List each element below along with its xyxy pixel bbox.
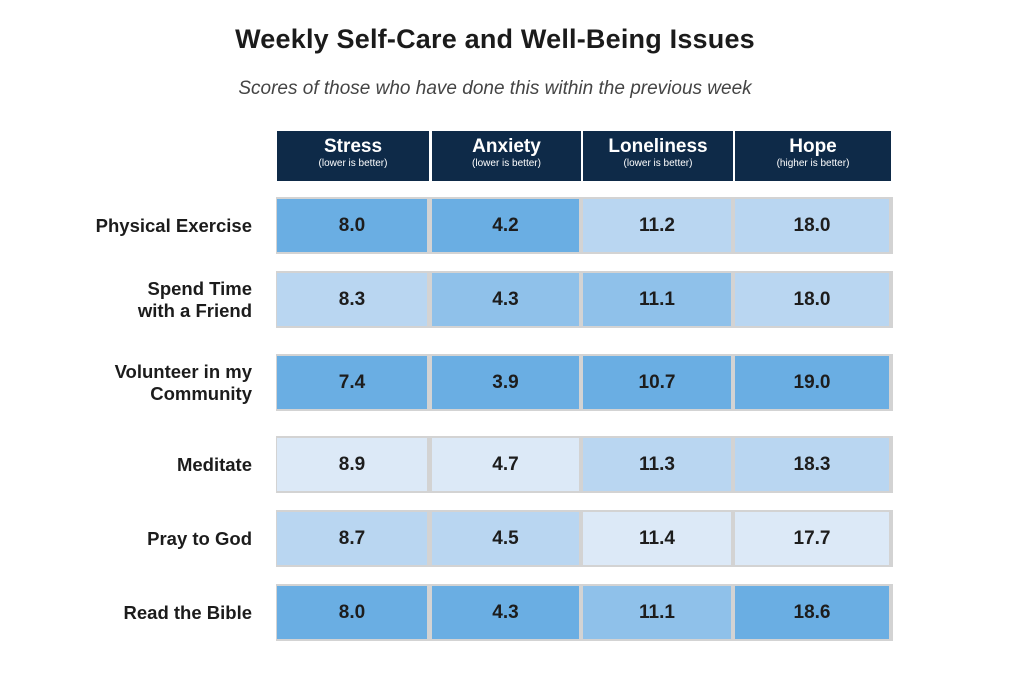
row-label: Physical Exercise (40, 197, 252, 254)
row-label: Volunteer in my Community (40, 354, 252, 411)
value-cell-hope: 19.0 (735, 356, 889, 409)
row-label: Meditate (40, 436, 252, 493)
value-cell-loneliness: 11.3 (583, 438, 731, 491)
column-header-stress: Stress (lower is better) (277, 131, 429, 181)
value-cell-hope: 18.0 (735, 273, 889, 326)
column-header-note: (lower is better) (318, 158, 388, 169)
row-label-line: Read the Bible (123, 601, 253, 623)
value-cell-anxiety: 3.9 (432, 356, 579, 409)
row-label-line: Spend Time (147, 277, 252, 299)
value-cell-loneliness: 11.1 (583, 273, 731, 326)
column-header-hope: Hope (higher is better) (735, 131, 891, 181)
row-label-line: Community (150, 382, 252, 404)
value-cell-stress: 8.9 (277, 438, 427, 491)
value-cell-anxiety: 4.7 (432, 438, 579, 491)
value-cell-stress: 8.3 (277, 273, 427, 326)
value-cell-anxiety: 4.3 (432, 273, 579, 326)
column-header-label: Hope (789, 136, 837, 157)
chart-title: Weekly Self-Care and Well-Being Issues (235, 24, 755, 54)
value-cell-loneliness: 10.7 (583, 356, 731, 409)
column-header-label: Stress (323, 136, 383, 157)
column-header-note: (higher is better) (776, 158, 850, 169)
value-cell-hope: 18.3 (735, 438, 889, 491)
value-cell-stress: 7.4 (277, 356, 427, 409)
column-header-label: Loneliness (608, 136, 708, 157)
value-cell-stress: 8.0 (277, 199, 427, 252)
value-cell-anxiety: 4.2 (432, 199, 579, 252)
row-label: Read the Bible (40, 584, 253, 641)
row-label-line: Meditate (176, 453, 252, 475)
row-label-line: Pray to God (147, 527, 252, 549)
row-label-line: Physical Exercise (95, 214, 252, 236)
column-header-note: (lower is better) (472, 158, 541, 169)
column-header-note: (lower is better) (623, 158, 693, 169)
value-cell-anxiety: 4.3 (432, 586, 579, 639)
value-cell-stress: 8.7 (277, 512, 427, 565)
row-label: Spend Time with a Friend (40, 271, 252, 328)
value-cell-hope: 17.7 (735, 512, 889, 565)
value-cell-hope: 18.0 (735, 199, 889, 252)
value-cell-loneliness: 11.1 (583, 586, 731, 639)
value-cell-anxiety: 4.5 (432, 512, 579, 565)
chart-subtitle: Scores of those who have done this withi… (238, 78, 752, 99)
value-cell-hope: 18.6 (735, 586, 889, 639)
column-header-label: Anxiety (472, 136, 541, 157)
value-cell-loneliness: 11.4 (583, 512, 731, 565)
row-label: Pray to God (40, 510, 252, 567)
value-cell-stress: 8.0 (277, 586, 427, 639)
row-label-line: Volunteer in my (114, 360, 252, 382)
row-label-line: with a Friend (137, 299, 252, 321)
value-cell-loneliness: 11.2 (583, 199, 731, 252)
column-header-loneliness: Loneliness (lower is better) (583, 131, 733, 181)
column-header-anxiety: Anxiety (lower is better) (432, 131, 581, 181)
